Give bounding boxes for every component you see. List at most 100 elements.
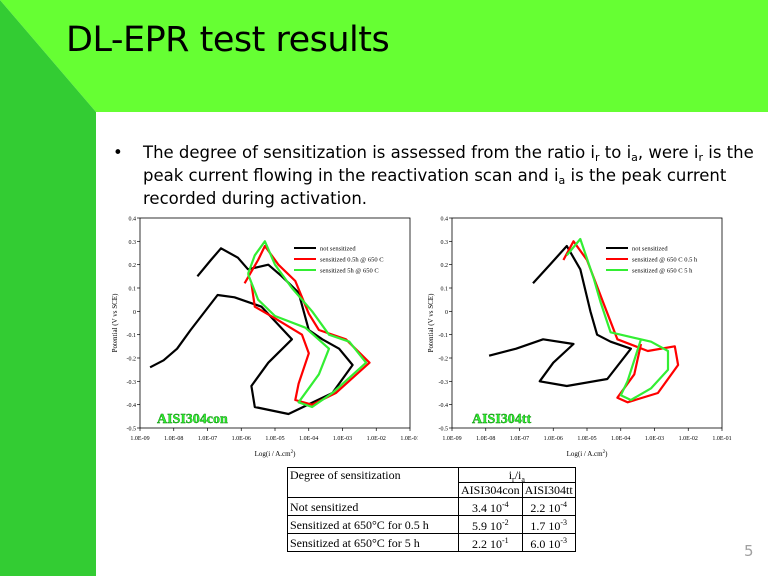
- x-axis-label-end: ): [605, 450, 608, 458]
- y-tick-label: 0.3: [441, 240, 449, 246]
- plot-area: [451, 217, 723, 429]
- y-tick-label: -0.1: [439, 333, 449, 339]
- x-axis-label-sup: 2: [603, 450, 606, 455]
- series-line: [246, 240, 368, 409]
- text-part: to i: [599, 143, 632, 162]
- x-tick-label: 1.0E-06: [232, 436, 251, 442]
- x-axis-label-text: Log(i / A.cm: [567, 450, 604, 458]
- exponent: -4: [502, 500, 509, 509]
- x-tick-label: 1.0E-01: [400, 436, 418, 442]
- y-tick-label: 0: [133, 310, 136, 316]
- value: 2.2 10: [472, 537, 502, 551]
- table-cell: 3.4 10-4: [458, 497, 523, 516]
- x-tick-label: 1.0E-07: [510, 436, 529, 442]
- exponent: -2: [502, 518, 509, 527]
- table-cell: 6.0 10-3: [521, 533, 576, 552]
- legend-label: sensitized 0.5h @ 650 C: [320, 257, 384, 264]
- x-axis-label: Log(i / A.cm2): [255, 450, 296, 458]
- y-tick-label: 0.4: [129, 217, 137, 223]
- left-green-band: [0, 0, 96, 576]
- table-cell: 1.7 10-3: [521, 515, 576, 534]
- x-tick-label: 1.0E-04: [299, 436, 318, 442]
- x-tick-label: 1.0E-02: [367, 436, 386, 442]
- x-tick-label: 1.0E-04: [611, 436, 630, 442]
- x-axis-label-text: Log(i / A.cm: [255, 450, 292, 458]
- y-tick-label: -0.4: [127, 403, 137, 409]
- y-tick-label: -0.5: [439, 427, 449, 433]
- x-tick-label: 1.0E-01: [712, 436, 731, 442]
- y-axis-label: Potential (V vs SCE): [111, 293, 119, 352]
- x-tick-label: 1.0E-09: [130, 436, 149, 442]
- y-tick-label: -0.3: [439, 380, 449, 386]
- series-line: [488, 244, 632, 388]
- y-tick-label: -0.4: [439, 403, 449, 409]
- chart-title: AISI304con: [157, 412, 228, 427]
- row-label: Not sensitized: [287, 497, 459, 516]
- plot-area: [139, 217, 411, 429]
- sensitization-table: Degree of sensitization ir/ia AISI304con…: [287, 467, 576, 552]
- series-line: [243, 244, 371, 406]
- x-tick-label: 1.0E-03: [333, 436, 352, 442]
- header-green-band: [0, 0, 768, 112]
- y-tick-label: -0.3: [127, 380, 137, 386]
- subscript: r: [595, 151, 600, 164]
- exponent: -1: [502, 536, 509, 545]
- table-subheader-row: AISI304con AISI304tt: [288, 482, 576, 498]
- x-tick-label: 1.0E-07: [198, 436, 217, 442]
- ratio-slash: /i: [514, 468, 522, 482]
- x-tick-label: 1.0E-05: [265, 436, 284, 442]
- row-label: Sensitized at 650°C for 5 h: [287, 533, 459, 552]
- chart-aisi304con: 0.4 0.3 0.2 0.1 0 -0.1 -0.2 -0.3 -0.4 -0.5 1.0E-0…: [111, 217, 418, 459]
- y-tick-label: 0.2: [441, 263, 449, 269]
- x-axis-label: Log(i / A.cm2): [567, 450, 608, 458]
- value: 6.0 10: [530, 537, 561, 551]
- table-cell: 5.9 10-2: [458, 515, 523, 534]
- x-tick-label: 1.0E-08: [476, 436, 495, 442]
- legend-label: sensitized @ 650 C 0.5 h: [632, 257, 698, 264]
- x-axis-label-sup: 2: [291, 450, 294, 455]
- table-row: Sensitized at 650°C for 5 h 2.2 10-1 6.0…: [287, 533, 576, 552]
- y-tick-label: -0.1: [127, 333, 137, 339]
- ratio-i: i: [508, 468, 513, 482]
- legend-label: not sensitized: [632, 246, 668, 253]
- ratio-r: r: [512, 475, 515, 484]
- chart-title: AISI304tt: [472, 412, 531, 427]
- legend-label: sensitized 5h @ 650 C: [320, 268, 379, 275]
- y-tick-label: 0.3: [129, 240, 137, 246]
- table-row: Sensitized at 650°C for 0.5 h 5.9 10-2 1…: [287, 515, 576, 534]
- bullet-text: The degree of sensitization is assessed …: [143, 141, 755, 210]
- x-tick-label: 1.0E-08: [164, 436, 183, 442]
- table-header-row: Degree of sensitization ir/ia: [287, 467, 576, 498]
- x-tick-label: 1.0E-03: [645, 436, 664, 442]
- header-label: Degree of sensitization: [287, 467, 459, 498]
- value: 3.4 10: [472, 501, 502, 515]
- bullet-dot: •: [113, 143, 123, 162]
- text-part: The degree of sensitization is assessed …: [143, 143, 595, 162]
- text-part: , were i: [637, 143, 699, 162]
- ratio-header: ir/ia: [458, 467, 576, 484]
- text-part: is the peak current recorded during acti…: [143, 166, 727, 208]
- series-line: [565, 237, 670, 402]
- value: 5.9 10: [472, 519, 502, 533]
- y-tick-label: 0.1: [129, 287, 137, 293]
- y-tick-label: 0.2: [129, 263, 137, 269]
- x-tick-label: 1.0E-02: [679, 436, 698, 442]
- subscript: a: [631, 151, 638, 164]
- slide-title: DL-EPR test results: [66, 20, 390, 60]
- page-number: 5: [744, 542, 754, 560]
- column-header: AISI304con: [458, 482, 523, 498]
- legend-label: sensitized @ 650 C 5 h: [632, 268, 693, 275]
- ratio-a: a: [521, 475, 525, 484]
- y-axis-label: Potential (V vs SCE): [427, 293, 435, 352]
- y-tick-label: -0.2: [127, 357, 137, 363]
- exponent: -3: [560, 518, 567, 527]
- subscript: a: [558, 174, 566, 187]
- y-tick-label: 0.1: [441, 287, 449, 293]
- row-label: Sensitized at 650°C for 0.5 h: [287, 515, 459, 534]
- exponent: -4: [560, 500, 567, 509]
- exponent: -3: [560, 536, 567, 545]
- chart-aisi304tt: 0.4 0.3 0.2 0.1 0 -0.1 -0.2 -0.3 -0.4 -0.5 1.0E-0…: [427, 217, 732, 459]
- subscript: r: [698, 151, 703, 164]
- y-tick-label: 0: [445, 310, 448, 316]
